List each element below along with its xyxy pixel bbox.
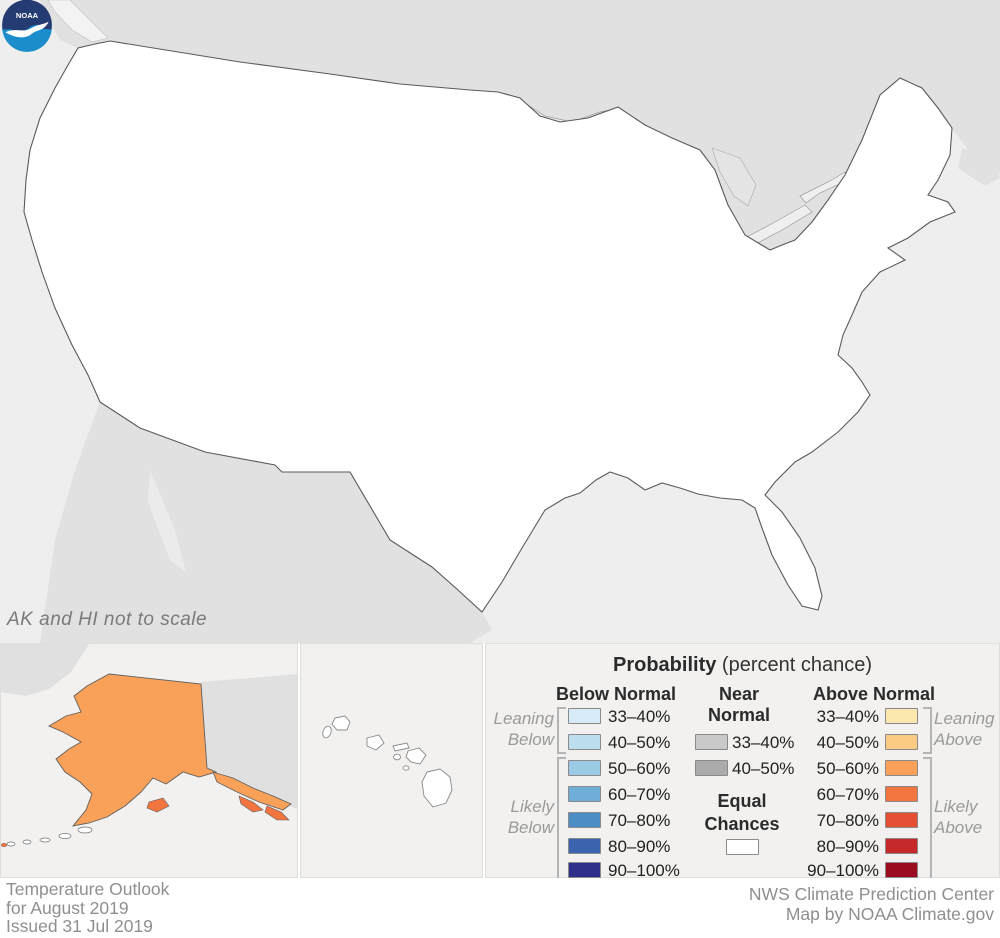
label-above-60-70: 60–70% bbox=[816, 785, 879, 804]
noaa-logo-sky bbox=[2, 0, 52, 32]
label-above-50-60: 50–60% bbox=[816, 759, 879, 778]
hawaii-islands bbox=[322, 715, 453, 808]
label-likely-below: Likely Below bbox=[507, 797, 554, 837]
noaa-logo: NOAA bbox=[2, 0, 52, 52]
footer-left: Temperature Outlook for August 2019 Issu… bbox=[6, 880, 169, 936]
legend-title-bold: Probability bbox=[613, 654, 717, 676]
swatch-above-60-70 bbox=[885, 786, 918, 802]
label-below-60-70: 60–70% bbox=[608, 785, 671, 804]
footer-title-line: Temperature Outlook bbox=[6, 879, 170, 899]
russia-landmass bbox=[1, 644, 89, 696]
footer-period-line: for August 2019 bbox=[6, 897, 129, 918]
label-below-70-80: 70–80% bbox=[608, 811, 671, 830]
label-below-50-60: 50–60% bbox=[608, 759, 671, 778]
legend-title: Probability (percent chance) bbox=[486, 654, 999, 677]
swatch-above-80-90 bbox=[885, 838, 918, 854]
label-leaning-above: Leaning Above bbox=[934, 709, 995, 749]
aleutian-west-tip bbox=[0, 842, 8, 848]
swatch-below-40-50 bbox=[568, 734, 601, 750]
swatch-below-80-90 bbox=[568, 838, 601, 854]
label-equal-chances: Equal Chances bbox=[704, 791, 780, 834]
hawaii-inset bbox=[300, 643, 483, 878]
noaa-logo-text: NOAA bbox=[16, 11, 39, 20]
kodiak-island bbox=[146, 797, 170, 813]
label-below-33-40: 33–40% bbox=[608, 707, 671, 726]
canada-landmass-inset bbox=[201, 674, 297, 809]
swatch-equal-chances bbox=[726, 839, 759, 855]
legend-header-below: Below Normal bbox=[555, 684, 677, 704]
swatch-below-50-60 bbox=[568, 760, 601, 776]
label-above-33-40: 33–40% bbox=[816, 707, 879, 726]
bracket-likely-above bbox=[923, 757, 932, 882]
aleutian-islands bbox=[6, 826, 93, 847]
probability-legend: Probability (percent chance) Below Norma… bbox=[485, 643, 1000, 882]
insets-row: Probability (percent chance) Below Norma… bbox=[0, 643, 1000, 882]
bracket-likely-below bbox=[557, 757, 566, 882]
footer-issued-line: Issued 31 Jul 2019 bbox=[6, 916, 153, 936]
bracket-leaning-below bbox=[557, 707, 566, 754]
legend-title-suffix: (percent chance) bbox=[716, 654, 872, 676]
label-below-80-90: 80–90% bbox=[608, 837, 671, 856]
alaska-panhandle bbox=[212, 771, 292, 811]
scale-note: AK and HI not to scale bbox=[7, 609, 208, 630]
alaska-panhandle-islands bbox=[238, 795, 290, 821]
mexico-landmass bbox=[40, 402, 492, 643]
vancouver-island bbox=[47, 0, 109, 43]
footer-source-line: NWS Climate Prediction Center bbox=[748, 884, 994, 904]
swatch-above-70-80 bbox=[885, 812, 918, 828]
alaska-outline bbox=[48, 673, 217, 827]
lake-huron bbox=[711, 147, 757, 207]
label-leaning-below: Leaning Below bbox=[493, 709, 554, 749]
label-near-33-40: 33–40% bbox=[732, 733, 795, 752]
footer-right: NWS Climate Prediction Center Map by NOA… bbox=[749, 884, 994, 924]
legend-header-above: Above Normal bbox=[812, 684, 936, 704]
swatch-above-40-50 bbox=[885, 734, 918, 750]
nova-scotia bbox=[958, 148, 1000, 186]
swatch-near-40-50 bbox=[695, 760, 728, 776]
label-likely-above: Likely Above bbox=[934, 797, 983, 837]
label-above-40-50: 40–50% bbox=[816, 733, 879, 752]
label-above-80-90: 80–90% bbox=[816, 837, 879, 856]
label-below-40-50: 40–50% bbox=[608, 733, 671, 752]
conus-map: AK and HI not to scale NOAA bbox=[0, 0, 1000, 643]
label-near-40-50: 40–50% bbox=[732, 759, 795, 778]
label-above-90-100: 90–100% bbox=[807, 861, 879, 880]
swatch-above-90-100 bbox=[885, 862, 918, 878]
hawaii-inset-svg bbox=[322, 715, 453, 808]
swatch-above-50-60 bbox=[885, 760, 918, 776]
footer-credit-line: Map by NOAA Climate.gov bbox=[785, 904, 994, 924]
label-below-90-100: 90–100% bbox=[608, 861, 680, 880]
swatch-below-60-70 bbox=[568, 786, 601, 802]
bracket-leaning-above bbox=[923, 707, 932, 754]
swatch-below-33-40 bbox=[568, 708, 601, 724]
alaska-inset-svg bbox=[0, 644, 297, 848]
swatch-near-33-40 bbox=[695, 734, 728, 750]
noaa-logo-bird-icon bbox=[5, 21, 49, 38]
label-above-70-80: 70–80% bbox=[816, 811, 879, 830]
footer: Temperature Outlook for August 2019 Issu… bbox=[0, 878, 1000, 938]
swatch-below-90-100 bbox=[568, 862, 601, 878]
swatch-below-70-80 bbox=[568, 812, 601, 828]
alaska-inset bbox=[0, 643, 298, 878]
gulf-of-california bbox=[148, 470, 186, 572]
swatch-above-33-40 bbox=[885, 708, 918, 724]
conus-map-svg bbox=[0, 0, 1000, 643]
legend-header-near: Near Normal bbox=[707, 684, 770, 725]
